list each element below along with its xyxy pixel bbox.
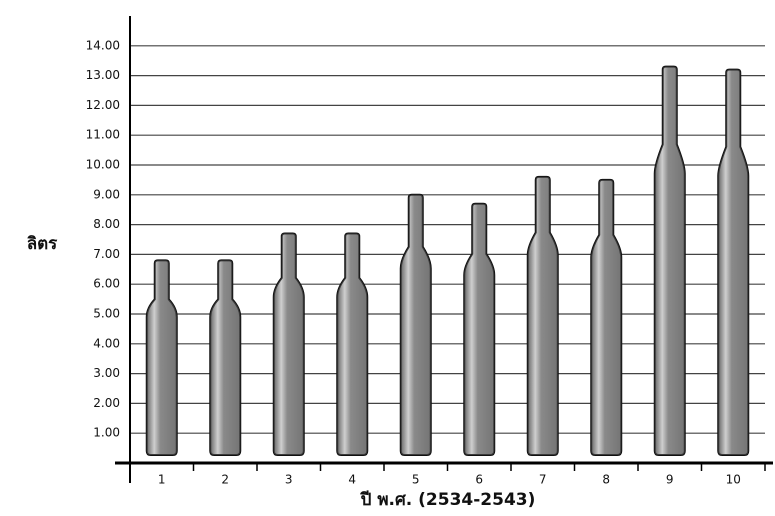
- y-tick-label: 1.00: [93, 426, 120, 440]
- bottle-tint: [591, 180, 621, 455]
- bottle-tint: [210, 260, 240, 455]
- x-tick-label: 9: [666, 473, 674, 487]
- x-tick-label: 8: [602, 473, 610, 487]
- x-tick-label: 7: [539, 473, 547, 487]
- bottle-tint: [655, 67, 685, 455]
- x-tick-label: 3: [285, 473, 293, 487]
- x-tick-label: 4: [348, 473, 356, 487]
- x-tick-label: 5: [412, 473, 420, 487]
- y-tick-label: 14.00: [86, 38, 120, 52]
- y-tick-label: 10.00: [86, 158, 120, 172]
- x-tick-label: 2: [221, 473, 229, 487]
- y-tick-label: 9.00: [93, 187, 120, 201]
- x-axis-title: ปี พ.ศ. (2534-2543): [360, 489, 536, 510]
- bottle-tint: [337, 234, 367, 455]
- y-tick-label: 5.00: [93, 307, 120, 321]
- chart: ลิตร ปี พ.ศ. (2534-2543) 1.00 2.00 3.00 4.0…: [0, 0, 775, 516]
- y-tick-label: 12.00: [86, 98, 120, 112]
- y-tick-label: 7.00: [93, 247, 120, 261]
- bottle-tint: [401, 195, 431, 455]
- y-tick-label: 3.00: [93, 366, 120, 380]
- bottle-tint: [464, 204, 494, 455]
- bottle-tint: [274, 234, 304, 455]
- y-tick-label: 8.00: [93, 217, 120, 231]
- y-tick-label: 4.00: [93, 336, 120, 350]
- y-tick-label: 2.00: [93, 396, 120, 410]
- y-tick-label: 13.00: [86, 68, 120, 82]
- y-tick-label: 11.00: [86, 128, 120, 142]
- y-axis-title: ลิตร: [27, 234, 58, 254]
- x-tick-label: 1: [158, 473, 166, 487]
- y-tick-label: 6.00: [93, 277, 120, 291]
- x-tick-label: 6: [475, 473, 483, 487]
- x-tick-label: 10: [726, 473, 741, 487]
- bottle-tint: [147, 260, 177, 455]
- bottle-tint: [718, 70, 748, 455]
- bottle-tint: [528, 177, 558, 455]
